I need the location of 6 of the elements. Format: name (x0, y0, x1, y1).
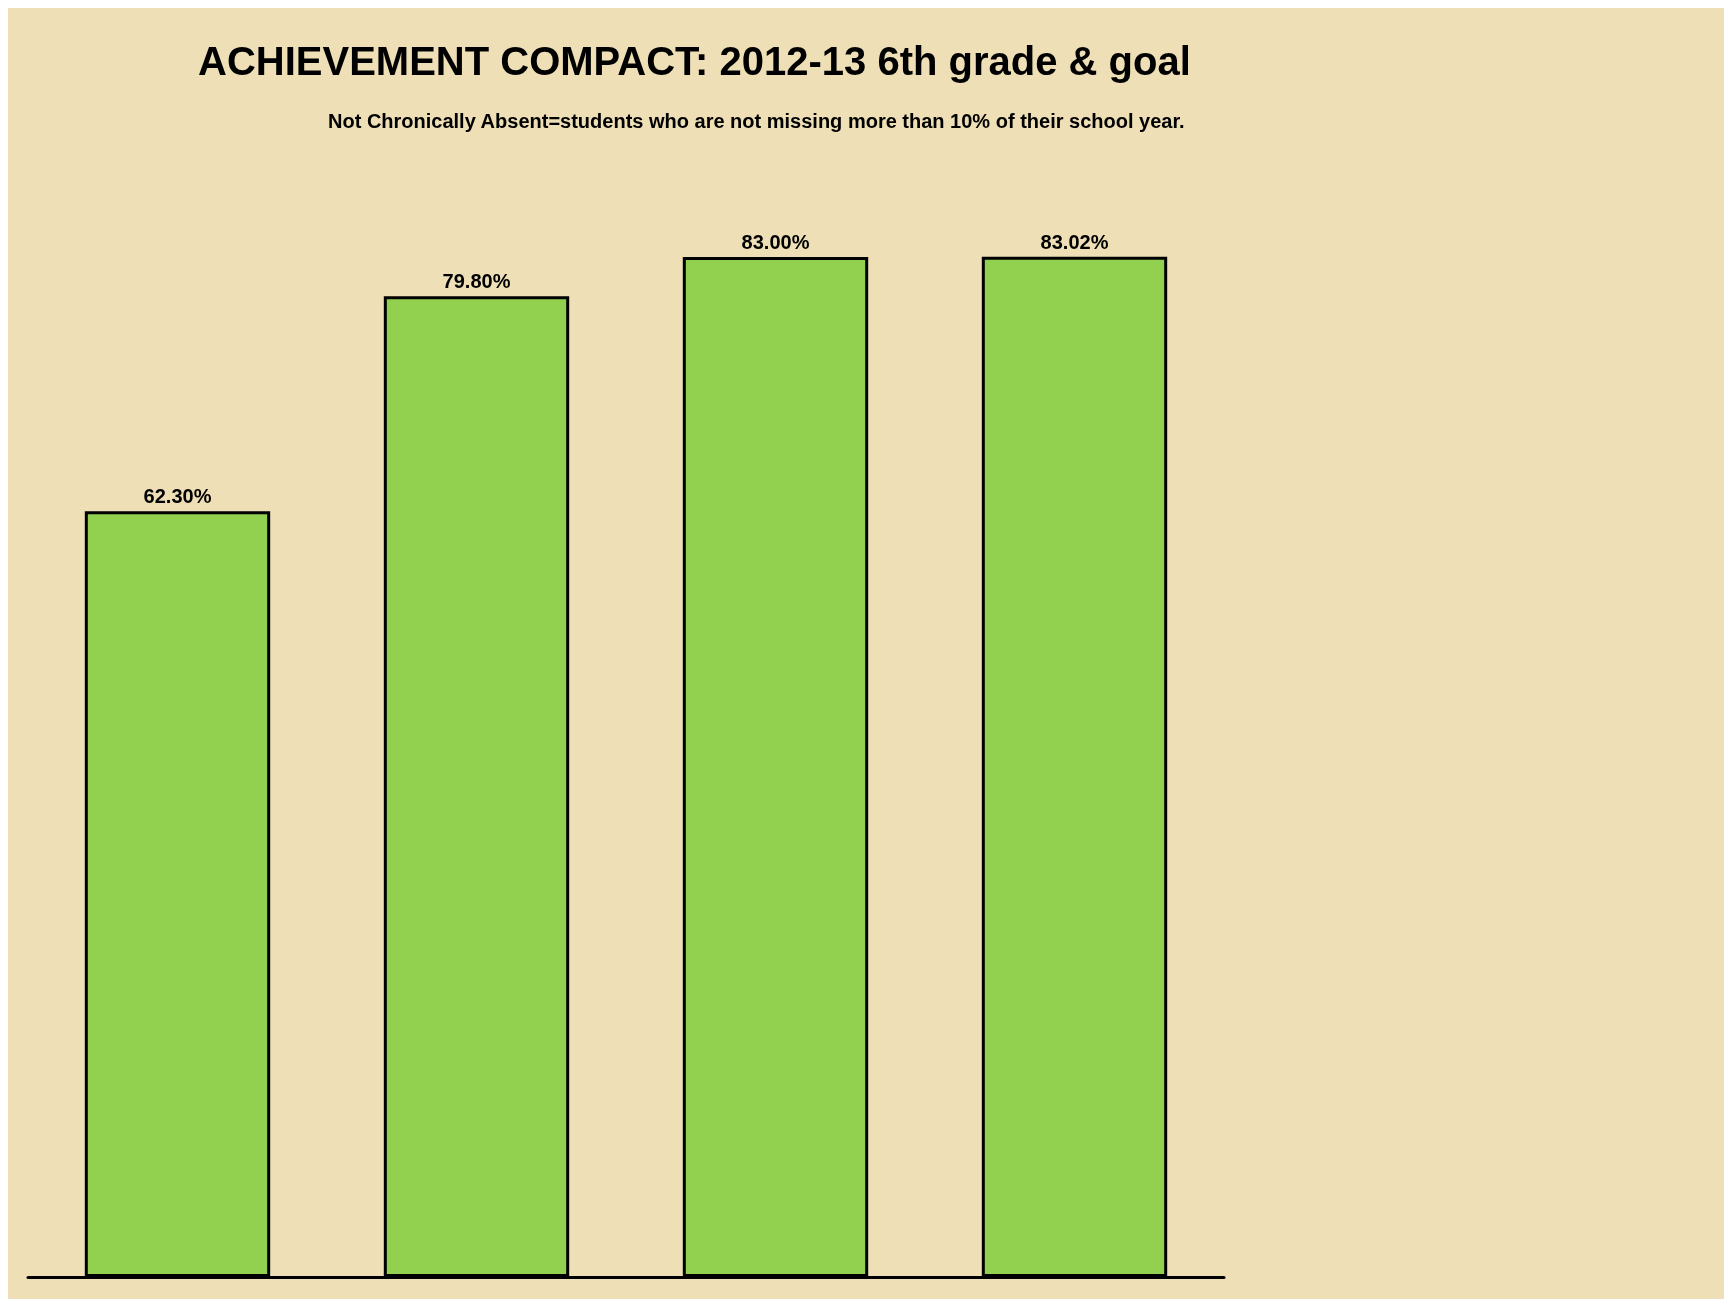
chart-subtitle: Not Chronically Absent=students who are not missing more than 10% of their school year. (328, 110, 1185, 132)
data-label: 62.30% (143, 485, 212, 508)
data-label: 83.00% (741, 230, 810, 253)
chart-title: ACHIEVEMENT COMPACT: 2012-13 6th grade & goal (198, 39, 1191, 83)
data-label: 79.80% (442, 270, 511, 293)
data-label: 83.02% (1040, 230, 1109, 253)
